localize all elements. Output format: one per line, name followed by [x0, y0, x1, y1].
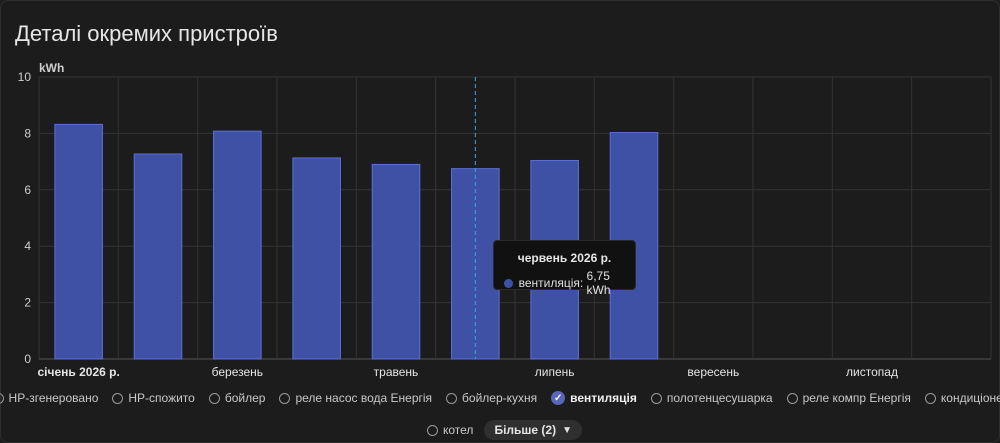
- chevron-down-icon: ▼: [562, 424, 572, 436]
- tooltip-row: вентиляція: 6,75 kWh: [504, 269, 635, 297]
- y-tick-label: 4: [24, 239, 31, 253]
- legend-item[interactable]: бойлер-кухня: [446, 391, 537, 405]
- tooltip-series-name: вентиляція: [518, 276, 580, 290]
- x-tick-label: травень: [374, 365, 419, 379]
- tooltip-value: 6,75 kWh: [586, 269, 611, 297]
- bar: [451, 168, 500, 360]
- legend-item-label: HP-спожито: [128, 391, 195, 405]
- legend-row-2: котел Більше (2) ▼: [1, 420, 1000, 440]
- y-tick-label: 10: [18, 70, 32, 84]
- legend-item[interactable]: полотенцесушарка: [650, 391, 773, 405]
- legend-item[interactable]: HP-згенеровано: [0, 391, 98, 405]
- bar: [371, 163, 421, 360]
- bar-chart: 0 2 4 6 8 10 kWh січень 2026 р. березень травень л…: [18, 61, 992, 379]
- x-tick-label: січень 2026 р.: [38, 365, 120, 379]
- bar: [133, 153, 183, 360]
- legend-item-label: бойлер: [224, 391, 266, 405]
- radio-circle-icon: [0, 392, 4, 404]
- radio-circle-icon: [786, 392, 798, 404]
- legend-item-label: вентиляція: [570, 391, 637, 405]
- card-title: Деталі окремих пристроїв: [15, 21, 278, 46]
- tooltip-series-dot: [504, 278, 513, 288]
- x-tick-label: липень: [535, 365, 575, 379]
- x-tick-label: листопад: [846, 365, 898, 379]
- x-tick-label: вересень: [687, 365, 739, 379]
- radio-circle-icon: [650, 392, 662, 404]
- legend-item-label: кондиціонер: [940, 391, 1000, 405]
- chart-tooltip: червень 2026 р. вентиляція: 6,75 kWh: [493, 240, 636, 297]
- legend-item[interactable]: котел: [427, 423, 473, 437]
- legend-item-label: реле насос вода Енергія: [295, 391, 433, 405]
- radio-circle-icon: [446, 392, 458, 404]
- legend-item-label: бойлер-кухня: [462, 391, 538, 405]
- radio-circle-icon: [427, 424, 438, 436]
- legend-item[interactable]: кондиціонер: [924, 391, 1000, 405]
- legend-item-label: котел: [443, 423, 474, 437]
- bar: [292, 157, 341, 360]
- y-tick-label: 8: [24, 126, 31, 140]
- bar: [213, 130, 262, 360]
- legend-item[interactable]: HP-спожито: [112, 391, 195, 405]
- legend-item[interactable]: реле компр Енергія: [786, 391, 911, 405]
- x-tick-label: березень: [212, 365, 263, 379]
- more-series-button[interactable]: Більше (2) ▼: [484, 420, 582, 440]
- radio-circle-icon: [924, 392, 936, 404]
- legend-item[interactable]: ✓ вентиляція: [551, 391, 637, 405]
- y-tick-label: 6: [24, 183, 31, 197]
- legend-row: HP-згенеровано HP-спожито бойлер реле насос…: [0, 391, 1000, 405]
- more-series-label: Більше (2): [494, 423, 557, 437]
- radio-circle-icon: [208, 392, 220, 404]
- legend-item[interactable]: реле насос вода Енергія: [279, 391, 432, 405]
- legend-item-label: реле компр Енергія: [802, 391, 911, 405]
- radio-circle-icon: [279, 392, 291, 404]
- y-tick-label: 2: [24, 296, 31, 310]
- check-circle-icon: ✓: [551, 391, 566, 405]
- bar: [54, 123, 103, 360]
- y-tick-label: 0: [24, 352, 31, 366]
- legend-item-label: полотенцесушарка: [666, 391, 773, 405]
- legend-item[interactable]: бойлер: [208, 391, 266, 405]
- y-axis-unit: kWh: [39, 61, 64, 75]
- legend-item-label: HP-згенеровано: [8, 391, 99, 405]
- tooltip-separator: :: [579, 276, 587, 290]
- radio-circle-icon: [112, 392, 124, 404]
- tooltip-title: червень 2026 р.: [517, 251, 612, 265]
